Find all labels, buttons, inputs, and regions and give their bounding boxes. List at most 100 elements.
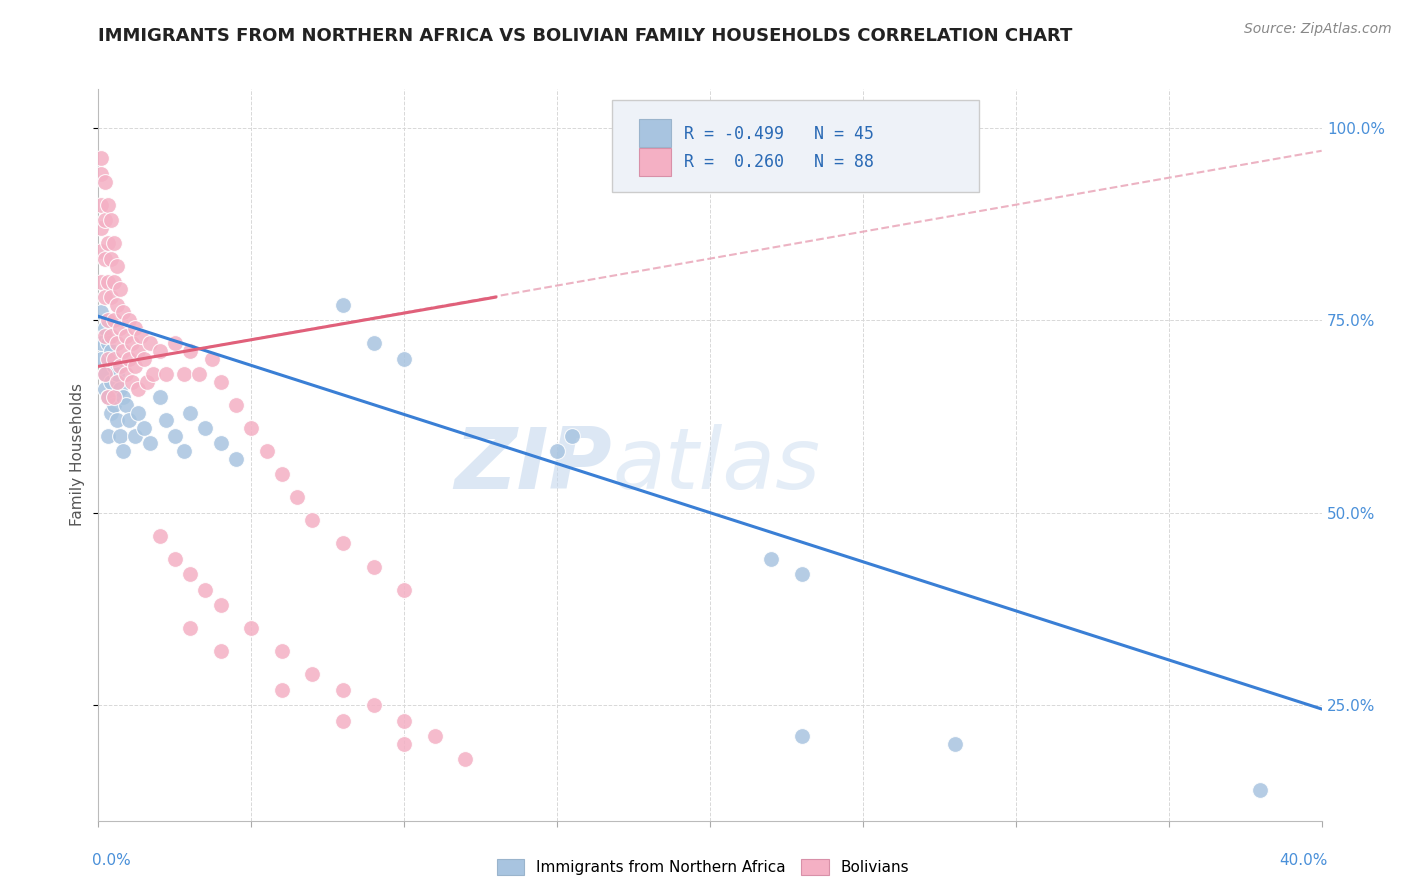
Point	[124, 321, 146, 335]
Point	[97, 275, 120, 289]
Point	[93, 367, 115, 381]
Point	[332, 682, 354, 697]
Point	[108, 428, 131, 442]
Point	[105, 413, 128, 427]
Point	[546, 444, 568, 458]
Point	[124, 428, 146, 442]
Point	[103, 359, 125, 374]
Point	[790, 567, 813, 582]
Point	[105, 375, 128, 389]
Point	[188, 367, 211, 381]
Point	[115, 398, 138, 412]
Point	[139, 436, 162, 450]
Point	[118, 413, 141, 427]
Point	[93, 328, 115, 343]
Point	[121, 375, 143, 389]
Point	[103, 275, 125, 289]
Point	[134, 351, 156, 366]
Point	[93, 321, 115, 335]
Point	[209, 375, 232, 389]
Point	[392, 582, 416, 597]
Point	[90, 305, 112, 319]
Point	[240, 621, 263, 635]
Point	[100, 375, 122, 389]
Point	[100, 213, 122, 227]
Point	[97, 390, 120, 404]
Point	[136, 375, 159, 389]
Point	[97, 428, 120, 442]
Point	[97, 197, 120, 211]
Point	[209, 598, 232, 612]
Point	[100, 343, 122, 358]
Point	[134, 421, 156, 435]
Point	[392, 737, 416, 751]
Point	[105, 298, 128, 312]
Point	[118, 313, 141, 327]
Point	[100, 290, 122, 304]
Point	[179, 406, 201, 420]
Point	[179, 343, 201, 358]
Point	[142, 367, 165, 381]
Point	[108, 359, 131, 374]
Point	[225, 451, 247, 466]
Point	[124, 359, 146, 374]
Point	[93, 252, 115, 266]
Point	[332, 298, 354, 312]
Point	[93, 213, 115, 227]
Point	[163, 336, 186, 351]
Point	[105, 260, 128, 274]
Point	[90, 244, 112, 258]
Point	[103, 398, 125, 412]
Point	[97, 351, 120, 366]
Point	[100, 252, 122, 266]
Y-axis label: Family Households: Family Households	[70, 384, 86, 526]
Point	[423, 729, 446, 743]
Point	[240, 421, 263, 435]
Point	[103, 390, 125, 404]
Point	[111, 390, 134, 404]
Point	[105, 367, 128, 381]
Point	[108, 321, 131, 335]
Point	[103, 351, 125, 366]
Text: atlas: atlas	[612, 425, 820, 508]
Point	[100, 328, 122, 343]
FancyBboxPatch shape	[640, 119, 672, 147]
Point	[103, 236, 125, 251]
Point	[93, 290, 115, 304]
Point	[173, 444, 195, 458]
Text: 40.0%: 40.0%	[1279, 853, 1327, 868]
Point	[155, 367, 177, 381]
Point	[270, 644, 292, 658]
Point	[155, 413, 177, 427]
Point	[790, 729, 813, 743]
Text: R =  0.260   N = 88: R = 0.260 N = 88	[683, 153, 873, 170]
Text: R = -0.499   N = 45: R = -0.499 N = 45	[683, 126, 873, 144]
Point	[256, 444, 278, 458]
Point	[103, 313, 125, 327]
Point	[90, 152, 112, 166]
Point	[93, 383, 115, 397]
Point	[90, 336, 112, 351]
Point	[173, 367, 195, 381]
Point	[392, 714, 416, 728]
Point	[301, 513, 323, 527]
Point	[115, 367, 138, 381]
Point	[163, 552, 186, 566]
Point	[209, 644, 232, 658]
Point	[363, 336, 385, 351]
Point	[225, 398, 247, 412]
Point	[90, 197, 112, 211]
Point	[90, 167, 112, 181]
Point	[285, 490, 308, 504]
Point	[97, 390, 120, 404]
Point	[115, 328, 138, 343]
Point	[1249, 782, 1271, 797]
Point	[121, 336, 143, 351]
Point	[363, 559, 385, 574]
Point	[93, 175, 115, 189]
Point	[332, 714, 354, 728]
Point	[194, 421, 217, 435]
Point	[129, 328, 152, 343]
Point	[561, 428, 583, 442]
Point	[93, 367, 115, 381]
